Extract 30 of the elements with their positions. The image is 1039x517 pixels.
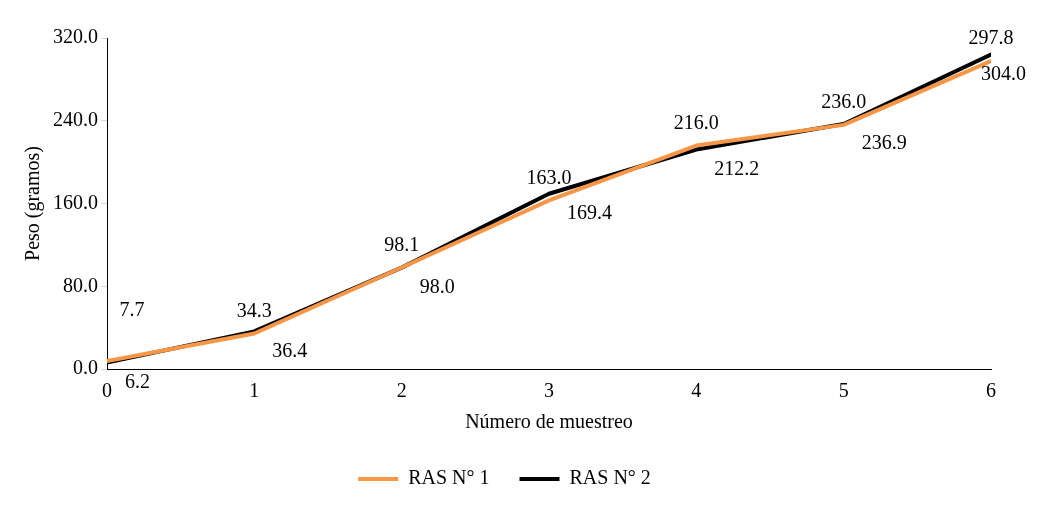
x-tick-label: 5 [838,379,849,402]
x-tick-label: 6 [986,379,996,402]
data-label: 98.1 [384,232,420,255]
data-label: 6.2 [125,369,150,392]
x-tick-label: 3 [544,379,554,402]
y-tick-label: 80.0 [63,273,98,296]
y-axis-title: Peso (gramos) [21,146,45,261]
y-tick-label: 160.0 [53,190,98,213]
x-axis-title: Número de muestreo [465,410,633,433]
legend-label: RAS N° 1 [408,466,490,489]
x-tick-label: 0 [102,379,112,402]
data-label: 297.8 [968,26,1014,49]
x-tick-label: 4 [691,379,702,402]
data-label: 163.0 [526,165,572,188]
data-label: 34.3 [236,298,272,321]
legend-label: RAS N° 2 [569,466,651,489]
y-tick-label: 320.0 [53,25,98,48]
data-label: 212.2 [714,156,760,179]
data-label: 98.0 [419,274,455,297]
y-tick-label: 0.0 [73,356,98,379]
data-label: 216.0 [673,110,719,133]
data-label: 7.7 [119,298,145,321]
data-label: 236.0 [821,90,867,113]
y-tick-label: 240.0 [53,108,98,130]
x-tick-label: 2 [396,379,407,402]
data-label: 169.4 [567,201,612,224]
data-label: 36.4 [272,338,308,361]
data-label: 304.0 [981,61,1026,84]
data-label: 236.9 [861,131,907,154]
x-tick-label: 1 [249,379,260,402]
